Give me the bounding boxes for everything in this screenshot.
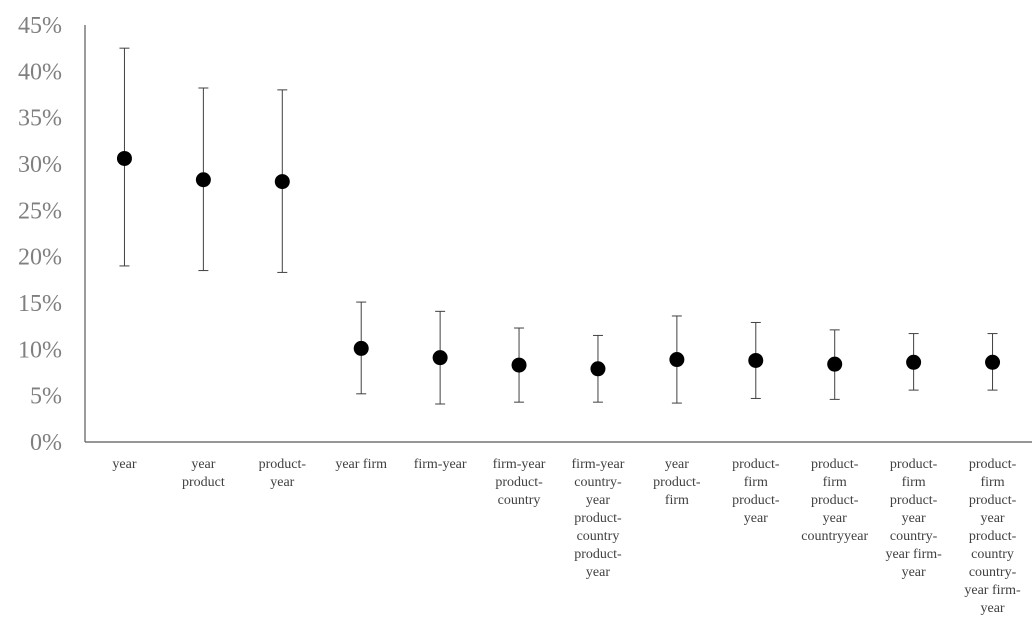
x-tick-label-line: year [980, 601, 1004, 616]
x-tick-label-line: country [498, 493, 541, 508]
x-tick-label-line: product- [653, 475, 701, 490]
x-tick-label-line: year firm- [885, 547, 942, 562]
x-tick-label-line: firm [902, 475, 926, 490]
x-tick-label-line: product [182, 475, 225, 490]
data-point [590, 361, 606, 377]
y-axis: 0% 5% 10% 15% 20% 25% 30% 35% 40% 45% [18, 13, 86, 456]
data-point [985, 354, 1001, 370]
x-tick-label-line: firm-year [493, 457, 546, 472]
x-tick-label-line: country- [574, 475, 622, 490]
x-tick-label: firm-year [414, 457, 467, 472]
x-tick-label-line: product- [890, 493, 938, 508]
x-tick-label: product-firm product-year countryyear [801, 457, 868, 544]
x-tick-label-line: firm-year [414, 457, 467, 472]
x-tick-label-line: year [191, 457, 215, 472]
x-tick-label-line: year firm- [964, 583, 1021, 598]
x-tick-label-line: product- [890, 457, 938, 472]
x-tick-label-line: firm [823, 475, 847, 490]
x-tick-label-line: year [980, 511, 1004, 526]
x-tick-label-line: product- [574, 547, 622, 562]
data-point [432, 350, 448, 366]
data-point [274, 174, 290, 190]
data-point [748, 352, 764, 368]
x-tick-label: year [112, 457, 136, 472]
y-tick-label: 5% [30, 384, 62, 410]
x-tick-label: firm-year country-year product-country prod… [572, 457, 625, 580]
data-points [116, 150, 1001, 377]
x-tick-label-line: year [665, 457, 689, 472]
data-point [827, 356, 843, 372]
y-tick-label: 0% [30, 430, 62, 456]
x-tick-label: year product-firm [653, 457, 701, 508]
x-tick-label: product-firm product-year product-country c… [964, 457, 1021, 616]
x-tick-label-line: product- [574, 511, 622, 526]
x-tick-label: product-firm product-year [732, 457, 780, 526]
x-tick-label: firm-year product-country [493, 457, 546, 508]
x-tick-label-line: product- [811, 493, 859, 508]
x-tick-label-line: country- [969, 565, 1017, 580]
x-tick-label-line: country- [890, 529, 938, 544]
y-tick-label: 25% [18, 198, 62, 224]
y-tick-label: 30% [18, 152, 62, 178]
data-point [669, 352, 685, 368]
x-tick-label-line: product- [259, 457, 307, 472]
x-tick-label-line: year [744, 511, 768, 526]
y-tick-label: 45% [18, 13, 62, 39]
x-tick-label-line: product- [495, 475, 543, 490]
x-tick-label: year product [182, 457, 225, 490]
data-point [511, 357, 527, 373]
x-tick-label-line: year [902, 511, 926, 526]
y-tick-label: 40% [18, 59, 62, 85]
data-point [353, 340, 369, 356]
y-tick-label: 10% [18, 337, 62, 363]
x-tick-label-line: country [971, 547, 1014, 562]
data-point [195, 172, 211, 188]
x-tick-label-line: firm [665, 493, 689, 508]
x-tick-label-line: product- [732, 457, 780, 472]
error-bars [119, 47, 998, 405]
y-tick-label: 35% [18, 106, 62, 132]
x-tick-label-line: product- [969, 457, 1017, 472]
x-tick-label-line: firm [980, 475, 1004, 490]
x-tick-label: year firm [335, 457, 387, 472]
x-tick-label-line: year [823, 511, 847, 526]
x-tick-label-line: year [270, 475, 294, 490]
x-tick-label-line: year firm [335, 457, 387, 472]
x-tick-label-line: countryyear [801, 529, 868, 544]
x-tick-label-line: product- [811, 457, 859, 472]
x-tick-label-line: country [577, 529, 620, 544]
data-point [116, 150, 132, 166]
x-tick-label-line: year [586, 493, 610, 508]
y-tick-label: 15% [18, 291, 62, 317]
x-tick-label-line: product- [732, 493, 780, 508]
x-tick-label-line: year [586, 565, 610, 580]
x-tick-label-line: firm [744, 475, 768, 490]
y-tick-label: 20% [18, 245, 62, 271]
x-tick-label-line: year [112, 457, 136, 472]
x-tick-label-line: product- [969, 529, 1017, 544]
x-tick-label-line: firm-year [572, 457, 625, 472]
x-tick-label-line: year [902, 565, 926, 580]
x-tick-label-line: product- [969, 493, 1017, 508]
x-tick-label: product-firm product-year country-year fir… [885, 457, 942, 580]
x-tick-label: product-year [259, 457, 307, 490]
data-point [906, 354, 922, 370]
